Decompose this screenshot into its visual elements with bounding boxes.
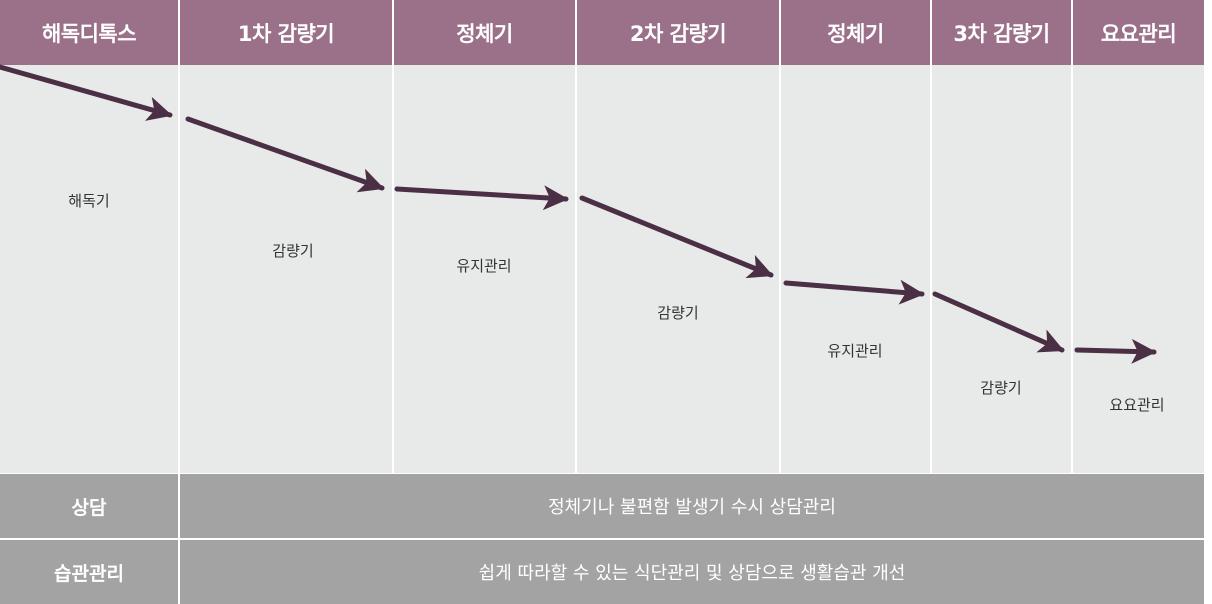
column-divider <box>779 0 781 473</box>
footer-text-habit: 쉽게 따라할 수 있는 식단관리 및 상담으로 생활습관 개선 <box>478 563 906 584</box>
phase-header-row: 해독디톡스 1차 감량기 정체기 2차 감량기 정체기 3차 감량기 요요관리 <box>0 0 1204 65</box>
phase-label-maintain-1: 유지관리 <box>456 257 512 275</box>
footer-text-counseling: 정체기나 불편함 발생기 수시 상담관리 <box>548 497 836 518</box>
phase-label-loss-3: 감량기 <box>980 379 1022 397</box>
footer-divider <box>178 540 180 604</box>
footer-label-habit: 습관관리 <box>54 562 124 585</box>
footer-divider <box>178 474 180 538</box>
column-divider <box>392 0 394 473</box>
phase-label-detox: 해독기 <box>68 192 110 210</box>
header-plateau-1: 정체기 <box>394 0 575 65</box>
body-cell-plateau-2 <box>781 65 930 473</box>
column-divider <box>1071 0 1073 473</box>
footer-row-habit: 습관관리 쉽게 따라할 수 있는 식단관리 및 상담으로 생활습관 개선 <box>0 540 1204 604</box>
phase-body-row: 해독기 감량기 유지관리 감량기 유지관리 감량기 요요관리 <box>0 65 1204 473</box>
header-detox: 해독디톡스 <box>0 0 178 65</box>
column-divider <box>575 0 577 473</box>
body-cell-1st-loss <box>180 65 392 473</box>
body-cell-plateau-1 <box>394 65 575 473</box>
phase-label-yoyo-care: 요요관리 <box>1109 396 1165 414</box>
body-cell-yoyo-care <box>1073 65 1204 473</box>
body-cell-2nd-loss <box>577 65 779 473</box>
header-1st-loss: 1차 감량기 <box>180 0 392 65</box>
column-divider <box>178 0 180 473</box>
header-plateau-2: 정체기 <box>781 0 930 65</box>
phase-label-loss-1: 감량기 <box>272 242 314 260</box>
phase-label-loss-2: 감량기 <box>657 304 699 322</box>
header-2nd-loss: 2차 감량기 <box>577 0 779 65</box>
header-3rd-loss: 3차 감량기 <box>932 0 1071 65</box>
header-yoyo-care: 요요관리 <box>1073 0 1204 65</box>
footer-label-counseling: 상담 <box>71 496 107 519</box>
body-cell-3rd-loss <box>932 65 1071 473</box>
phase-label-maintain-2: 유지관리 <box>827 342 883 360</box>
footer-row-counseling: 상담 정체기나 불편함 발생기 수시 상담관리 <box>0 474 1204 538</box>
column-divider <box>930 0 932 473</box>
body-cell-detox <box>0 65 178 473</box>
